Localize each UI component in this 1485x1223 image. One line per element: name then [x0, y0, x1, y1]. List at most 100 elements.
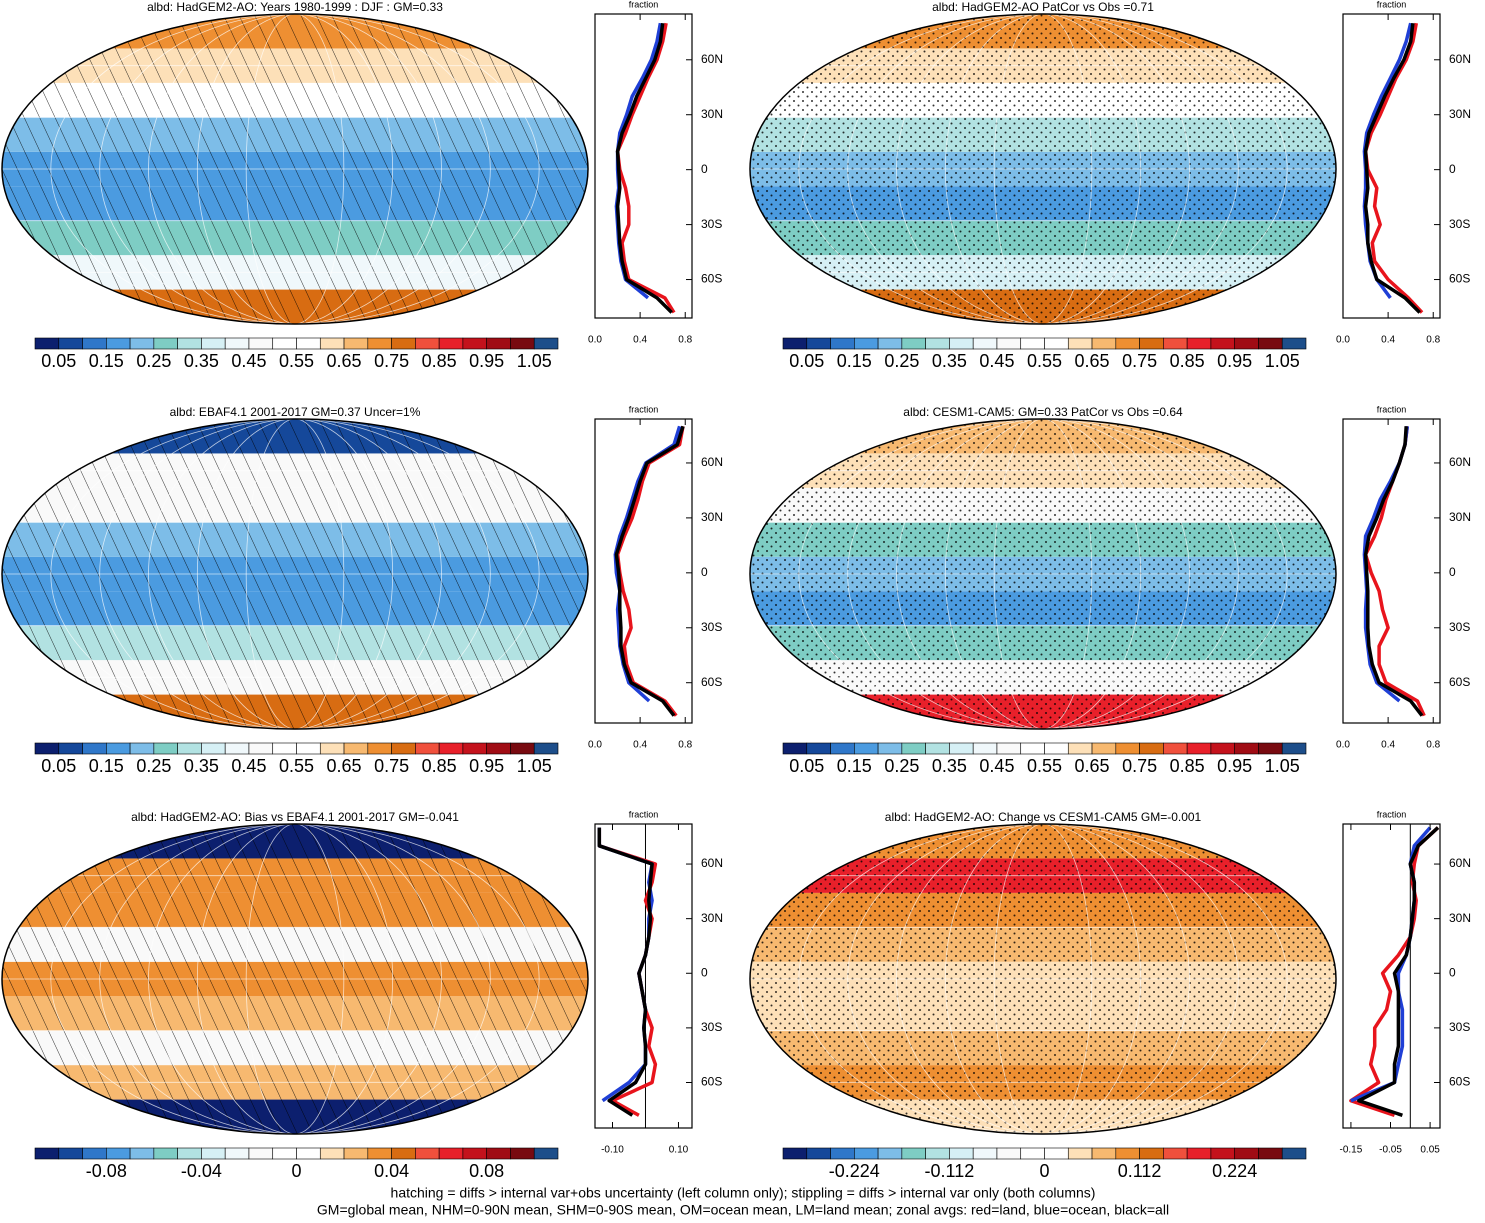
colorbar-label: 0.25: [884, 351, 919, 371]
map-title: albd: HadGEM2-AO: Change vs CESM1-CAM5 G…: [885, 810, 1202, 824]
colorbar-box: [782, 337, 808, 350]
colorbar-label: 0.04: [374, 1161, 409, 1181]
colorbar-box: [972, 337, 998, 350]
map: [2, 419, 588, 729]
colorbar-label: 0.05: [41, 351, 76, 371]
colorbar-box: [462, 1147, 487, 1160]
colorbar-box: [782, 1147, 808, 1160]
colorbar-box: [1044, 337, 1069, 350]
colorbar-box: [462, 337, 487, 350]
colorbar-box: [106, 1147, 131, 1160]
y-tick-label: 60N: [1449, 52, 1471, 66]
colorbar-box: [901, 337, 926, 350]
colorbar-label: 0.112: [1118, 1161, 1162, 1181]
colorbar-box: [925, 742, 950, 755]
y-tick-label: 0: [701, 965, 708, 979]
zonal-line: [615, 22, 676, 314]
colorbar-label: 0.75: [1122, 351, 1157, 371]
x-tick-label: 0.8: [1426, 335, 1440, 346]
colorbar-box: [248, 337, 274, 350]
y-tick-label: 60S: [1449, 675, 1470, 689]
map: [750, 419, 1336, 729]
colorbar-box: [343, 1147, 369, 1160]
colorbar-box: [153, 337, 178, 350]
colorbar-label: 0.224: [1212, 1161, 1257, 1181]
colorbar-box: [949, 337, 974, 350]
colorbar-box: [129, 1147, 155, 1160]
plot-title: fraction: [1377, 0, 1407, 9]
colorbar-box: [806, 1147, 831, 1160]
y-tick-label: 30S: [701, 1020, 722, 1034]
colorbar-box: [486, 742, 511, 755]
colorbar-box: [510, 742, 535, 755]
colorbar-label: 0.05: [789, 351, 824, 371]
colorbar-label: 0.85: [422, 756, 457, 776]
colorbar-box: [1115, 337, 1140, 350]
colorbar-label: 0.85: [422, 351, 457, 371]
y-tick-label: 30N: [1449, 107, 1471, 121]
colorbar-box: [224, 1147, 250, 1160]
x-tick-label: 0.0: [1336, 335, 1350, 346]
colorbar-box: [806, 337, 831, 350]
y-tick-label: 60N: [1449, 856, 1471, 870]
colorbar-box: [901, 742, 926, 755]
colorbar-label: 0.15: [837, 756, 872, 776]
colorbar-box: [510, 1147, 535, 1160]
colorbar-box: [1281, 742, 1307, 755]
colorbar-label: 1.05: [1265, 351, 1300, 371]
x-tick-label: -0.10: [601, 1145, 624, 1156]
colorbar-label: 0.95: [1217, 351, 1252, 371]
colorbar-label: 0.05: [789, 756, 824, 776]
colorbar-box: [533, 1147, 559, 1160]
y-tick-label: 60S: [701, 1075, 722, 1089]
colorbar-label: 0.35: [932, 756, 967, 776]
map-title: albd: HadGEM2-AO PatCor vs Obs =0.71: [932, 0, 1154, 14]
plot-frame: [1342, 418, 1441, 724]
colorbar-box: [343, 337, 369, 350]
colorbar-label: 0.35: [184, 351, 219, 371]
y-tick-label: 0: [701, 162, 708, 176]
colorbar-box: [830, 742, 855, 755]
colorbar-box: [1139, 742, 1164, 755]
x-tick-label: -0.15: [1340, 1145, 1363, 1156]
colorbar-box: [415, 742, 440, 755]
y-tick-label: 0: [701, 565, 708, 579]
y-tick-label: 60S: [701, 675, 722, 689]
colorbar-box: [1067, 337, 1093, 350]
colorbar-box: [949, 1147, 974, 1160]
colorbar-label: -0.112: [925, 1161, 975, 1181]
map: [2, 14, 588, 324]
x-tick-label: 0.8: [1426, 740, 1440, 751]
colorbar-box: [830, 1147, 855, 1160]
colorbar-label: 0.08: [469, 1161, 504, 1181]
colorbar-label: 0.85: [1170, 351, 1205, 371]
colorbar-box: [58, 337, 83, 350]
colorbar-box: [296, 1147, 321, 1160]
x-tick-label: 0.0: [1336, 740, 1350, 751]
colorbar-box: [1163, 337, 1188, 350]
zonal-line: [1363, 426, 1424, 717]
colorbar-box: [58, 1147, 83, 1160]
colorbar-box: [1067, 1147, 1093, 1160]
plot-frame: [594, 418, 693, 724]
colorbar-box: [996, 1147, 1022, 1160]
colorbar-box: [177, 1147, 202, 1160]
x-tick-label: 0.0: [588, 335, 602, 346]
colorbar-box: [153, 742, 178, 755]
colorbar-label: 1.05: [1265, 756, 1300, 776]
colorbar-box: [996, 337, 1022, 350]
colorbar-box: [415, 337, 440, 350]
colorbar-box: [1234, 337, 1259, 350]
colorbar-label: 0.55: [279, 756, 314, 776]
plot-title: fraction: [629, 809, 659, 819]
colorbar-box: [1234, 1147, 1259, 1160]
map-title: albd: CESM1-CAM5: GM=0.33 PatCor vs Obs …: [903, 405, 1183, 419]
colorbar-box: [129, 742, 155, 755]
colorbar-box: [1020, 1147, 1045, 1160]
colorbar-box: [1020, 337, 1045, 350]
colorbar-label: 0.75: [1122, 756, 1157, 776]
x-tick-label: 0.4: [633, 335, 647, 346]
colorbar-box: [415, 1147, 440, 1160]
map: [750, 824, 1336, 1134]
colorbar-box: [462, 742, 487, 755]
